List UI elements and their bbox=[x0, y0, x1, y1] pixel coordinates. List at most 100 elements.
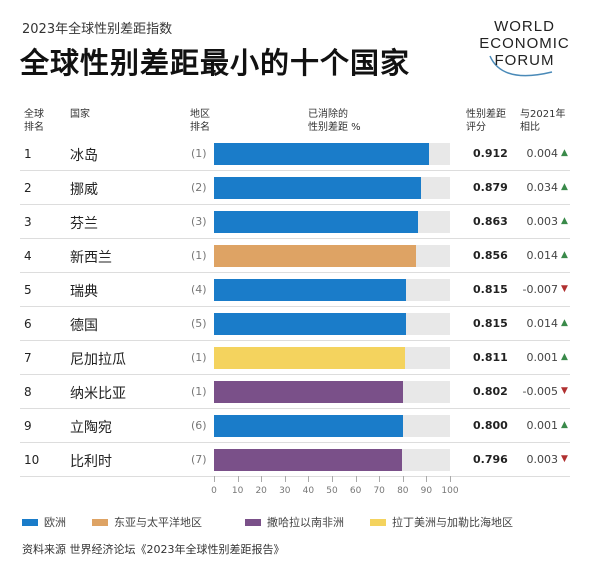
bar bbox=[214, 143, 430, 165]
bar bbox=[214, 211, 418, 233]
rank: 5 bbox=[24, 283, 32, 297]
arrow-up-icon: ▲ bbox=[561, 250, 568, 260]
row-divider bbox=[20, 272, 570, 273]
table-row: 8 纳米比亚 (1) 0.802 -0.005 ▼ bbox=[20, 375, 570, 409]
region-rank: (6) bbox=[191, 419, 207, 432]
bar-track bbox=[214, 415, 450, 437]
change-value: 0.034 bbox=[526, 181, 559, 194]
header-score: 性别差距 评分 bbox=[466, 109, 506, 133]
bar-track bbox=[214, 347, 450, 369]
legend-swatch bbox=[370, 518, 386, 526]
row-divider bbox=[20, 340, 570, 341]
change-value: 0.003 bbox=[526, 453, 559, 466]
bar-track bbox=[214, 381, 450, 403]
rank: 10 bbox=[24, 453, 40, 467]
country-name: 德国 bbox=[70, 318, 98, 334]
change-value: 0.001 bbox=[526, 419, 559, 432]
rank: 8 bbox=[24, 385, 32, 399]
legend-item: 撒哈拉以南非洲 bbox=[245, 514, 344, 530]
score: 0.856 bbox=[473, 249, 508, 262]
score: 0.815 bbox=[473, 283, 508, 296]
arrow-up-icon: ▲ bbox=[561, 148, 568, 158]
score: 0.863 bbox=[473, 215, 508, 228]
tick-mark bbox=[261, 476, 263, 482]
legend-swatch bbox=[92, 518, 108, 526]
arrow-up-icon: ▲ bbox=[561, 420, 568, 430]
bar bbox=[214, 177, 422, 199]
change-value: 0.003 bbox=[526, 215, 559, 228]
score: 0.912 bbox=[473, 147, 508, 160]
region-rank: (1) bbox=[191, 385, 207, 398]
bar bbox=[214, 245, 417, 267]
legend-item: 东亚与太平洋地区 bbox=[92, 514, 202, 530]
rank: 2 bbox=[24, 181, 32, 195]
change-value: 0.014 bbox=[526, 249, 559, 262]
country-name: 挪威 bbox=[70, 182, 98, 198]
region-rank: (7) bbox=[191, 453, 207, 466]
tick-label: 20 bbox=[255, 486, 267, 496]
tick-mark bbox=[214, 476, 215, 482]
arrow-up-icon: ▲ bbox=[561, 318, 568, 328]
region-rank: (1) bbox=[191, 249, 207, 262]
legend-label: 拉丁美洲与加勒比海地区 bbox=[392, 516, 513, 529]
table-row: 2 挪威 (2) 0.879 0.034 ▲ bbox=[20, 171, 570, 205]
arrow-down-icon: ▼ bbox=[561, 386, 568, 396]
bar bbox=[214, 449, 402, 471]
legend-label: 欧洲 bbox=[44, 516, 66, 529]
country-name: 尼加拉瓜 bbox=[70, 352, 126, 368]
country-name: 纳米比亚 bbox=[70, 386, 126, 402]
region-rank: (5) bbox=[191, 317, 207, 330]
logo-line: WORLD bbox=[494, 18, 555, 35]
table-row: 6 德国 (5) 0.815 0.014 ▲ bbox=[20, 307, 570, 341]
tick-label: 0 bbox=[211, 486, 217, 496]
header-country: 国家 bbox=[70, 109, 90, 120]
legend-swatch bbox=[245, 518, 261, 526]
arrow-up-icon: ▲ bbox=[561, 216, 568, 226]
table-row: 7 尼加拉瓜 (1) 0.811 0.001 ▲ bbox=[20, 341, 570, 375]
region-rank: (2) bbox=[191, 181, 207, 194]
header-region: 地区 排名 bbox=[190, 109, 210, 133]
arrow-down-icon: ▼ bbox=[561, 284, 568, 294]
country-name: 立陶宛 bbox=[70, 420, 112, 436]
region-rank: (3) bbox=[191, 215, 207, 228]
bar bbox=[214, 313, 407, 335]
tick-mark bbox=[450, 476, 451, 482]
tick-label: 100 bbox=[441, 486, 459, 496]
legend-item: 欧洲 bbox=[22, 514, 66, 530]
tick-label: 50 bbox=[326, 486, 338, 496]
tick-label: 60 bbox=[349, 486, 362, 496]
tick-label: 90 bbox=[420, 486, 433, 496]
bar bbox=[214, 415, 403, 437]
row-divider bbox=[20, 238, 570, 239]
bar-track bbox=[214, 279, 450, 301]
country-name: 冰岛 bbox=[70, 148, 98, 164]
tick-mark bbox=[237, 476, 239, 482]
score: 0.879 bbox=[473, 181, 508, 194]
row-divider bbox=[20, 306, 570, 307]
table-row: 3 芬兰 (3) 0.863 0.003 ▲ bbox=[20, 205, 570, 239]
change-value: -0.007 bbox=[522, 283, 558, 296]
tick-mark bbox=[355, 476, 357, 482]
header-change: 与2021年 相比 bbox=[520, 109, 566, 133]
rank: 1 bbox=[24, 147, 32, 161]
row-divider bbox=[20, 442, 570, 443]
region-rank: (4) bbox=[191, 283, 207, 296]
score: 0.811 bbox=[473, 351, 508, 364]
row-divider bbox=[20, 170, 570, 171]
score: 0.802 bbox=[473, 385, 508, 398]
bar-track bbox=[214, 143, 450, 165]
legend-label: 撒哈拉以南非洲 bbox=[267, 516, 344, 529]
rank: 9 bbox=[24, 419, 32, 433]
change-value: 0.004 bbox=[526, 147, 559, 160]
rank: 7 bbox=[24, 351, 32, 365]
tick-mark bbox=[308, 476, 310, 482]
region-rank: (1) bbox=[191, 147, 207, 160]
bar bbox=[214, 279, 407, 301]
header-bar: 已消除的 性别差距 % bbox=[308, 109, 361, 133]
tick-mark bbox=[379, 476, 381, 482]
source-note: 资料来源 世界经济论坛《2023年全球性别差距报告》 bbox=[22, 543, 285, 556]
bar-track bbox=[214, 211, 450, 233]
legend-label: 东亚与太平洋地区 bbox=[114, 516, 202, 529]
change-value: 0.014 bbox=[526, 317, 559, 330]
arrow-up-icon: ▲ bbox=[561, 352, 568, 362]
